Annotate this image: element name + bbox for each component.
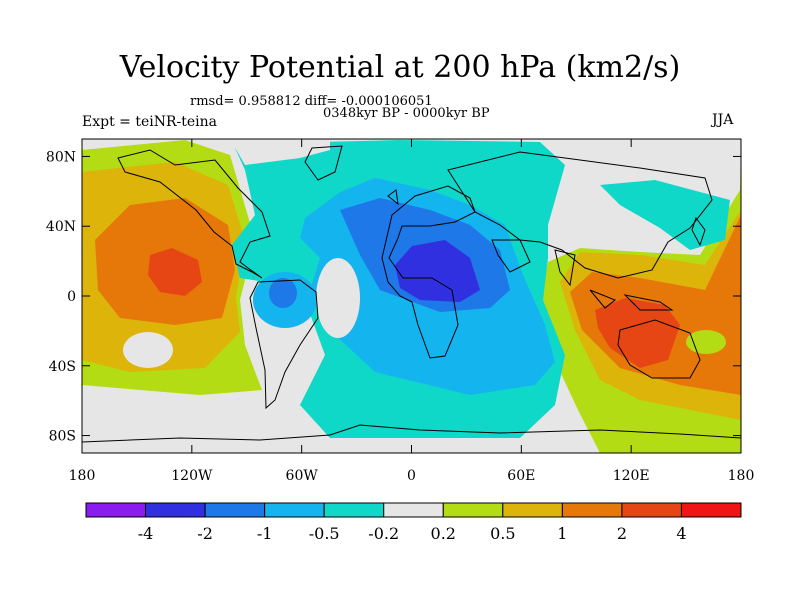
colorbar-swatch [204, 502, 266, 518]
lon-tick-label: 180 [728, 468, 755, 484]
contour-level-neg-0.2-north-pacific-lobe [600, 180, 730, 250]
colorbar-swatch [383, 502, 444, 518]
lon-tick-label: 0 [407, 468, 416, 484]
colorbar-swatch [145, 502, 206, 518]
contour-level-neutral-arctic [230, 139, 330, 165]
lat-tick-label: 40N [46, 219, 76, 235]
contour-level-0.2-hole [123, 332, 173, 368]
stats-line: rmsd= 0.958812 diff= -0.000106051 [190, 94, 433, 109]
colorbar-label: 0.2 [431, 524, 456, 543]
lat-tick-label: 80S [49, 429, 76, 445]
lon-tick-label: 60W [286, 468, 319, 484]
colorbar-label: -0.2 [368, 524, 399, 543]
colorbar-swatch [621, 502, 682, 518]
colorbar-label: -0.5 [309, 524, 340, 543]
colorbar-label: 4 [676, 524, 686, 543]
experiment-label: Expt = teiNR-teina [82, 114, 217, 130]
contour-level-neg-2 [395, 240, 480, 302]
season-label: JJA [712, 112, 734, 128]
colorbar-swatch [442, 502, 504, 518]
period-label: 0348kyr BP - 0000kyr BP [323, 106, 490, 121]
colorbar-swatch [561, 502, 623, 518]
contour-level-neg-1-cell [269, 278, 297, 308]
axis-ticks [81, 139, 742, 453]
contour-field [82, 139, 741, 453]
lat-tick-label: 80N [46, 149, 76, 165]
lat-tick-label: 40S [49, 359, 76, 375]
colorbar-label: -4 [138, 524, 154, 543]
contour-level-2 [595, 298, 680, 368]
lon-tick-label: 120E [613, 468, 650, 484]
colorbar-label: 0.5 [490, 524, 515, 543]
lat-tick-label: 0 [67, 289, 76, 305]
colorbar-label: -2 [197, 524, 213, 543]
lon-tick-label: 60E [507, 468, 535, 484]
plot-title: Velocity Potential at 200 hPa (km2/s) [119, 50, 681, 85]
lon-tick-label: 120W [171, 468, 213, 484]
contour-level-0.5-hole [686, 330, 726, 354]
contour-level-neutral-hole [316, 258, 360, 338]
lon-tick-label: 180 [69, 468, 96, 484]
colorbar-swatch [680, 502, 742, 518]
axis-tick-labels: 80N 40N 0 40S 80S 180 120W 60W 0 60E 120E 180 [46, 149, 754, 484]
colorbar-label: -1 [257, 524, 273, 543]
colorbar-swatch [323, 502, 385, 518]
contour-level-2 [148, 248, 202, 296]
colorbar-swatch [264, 502, 325, 518]
colorbar-swatch [85, 502, 147, 518]
colorbar-label: 1 [557, 524, 567, 543]
contour-level-neutral-siberia [565, 139, 741, 185]
coastlines [82, 145, 741, 443]
colorbar-swatch [502, 502, 563, 518]
colorbar-label: 2 [617, 524, 627, 543]
colorbar: -4 -2 -1 -0.5 -0.2 0.2 0.5 1 2 4 [85, 502, 742, 543]
